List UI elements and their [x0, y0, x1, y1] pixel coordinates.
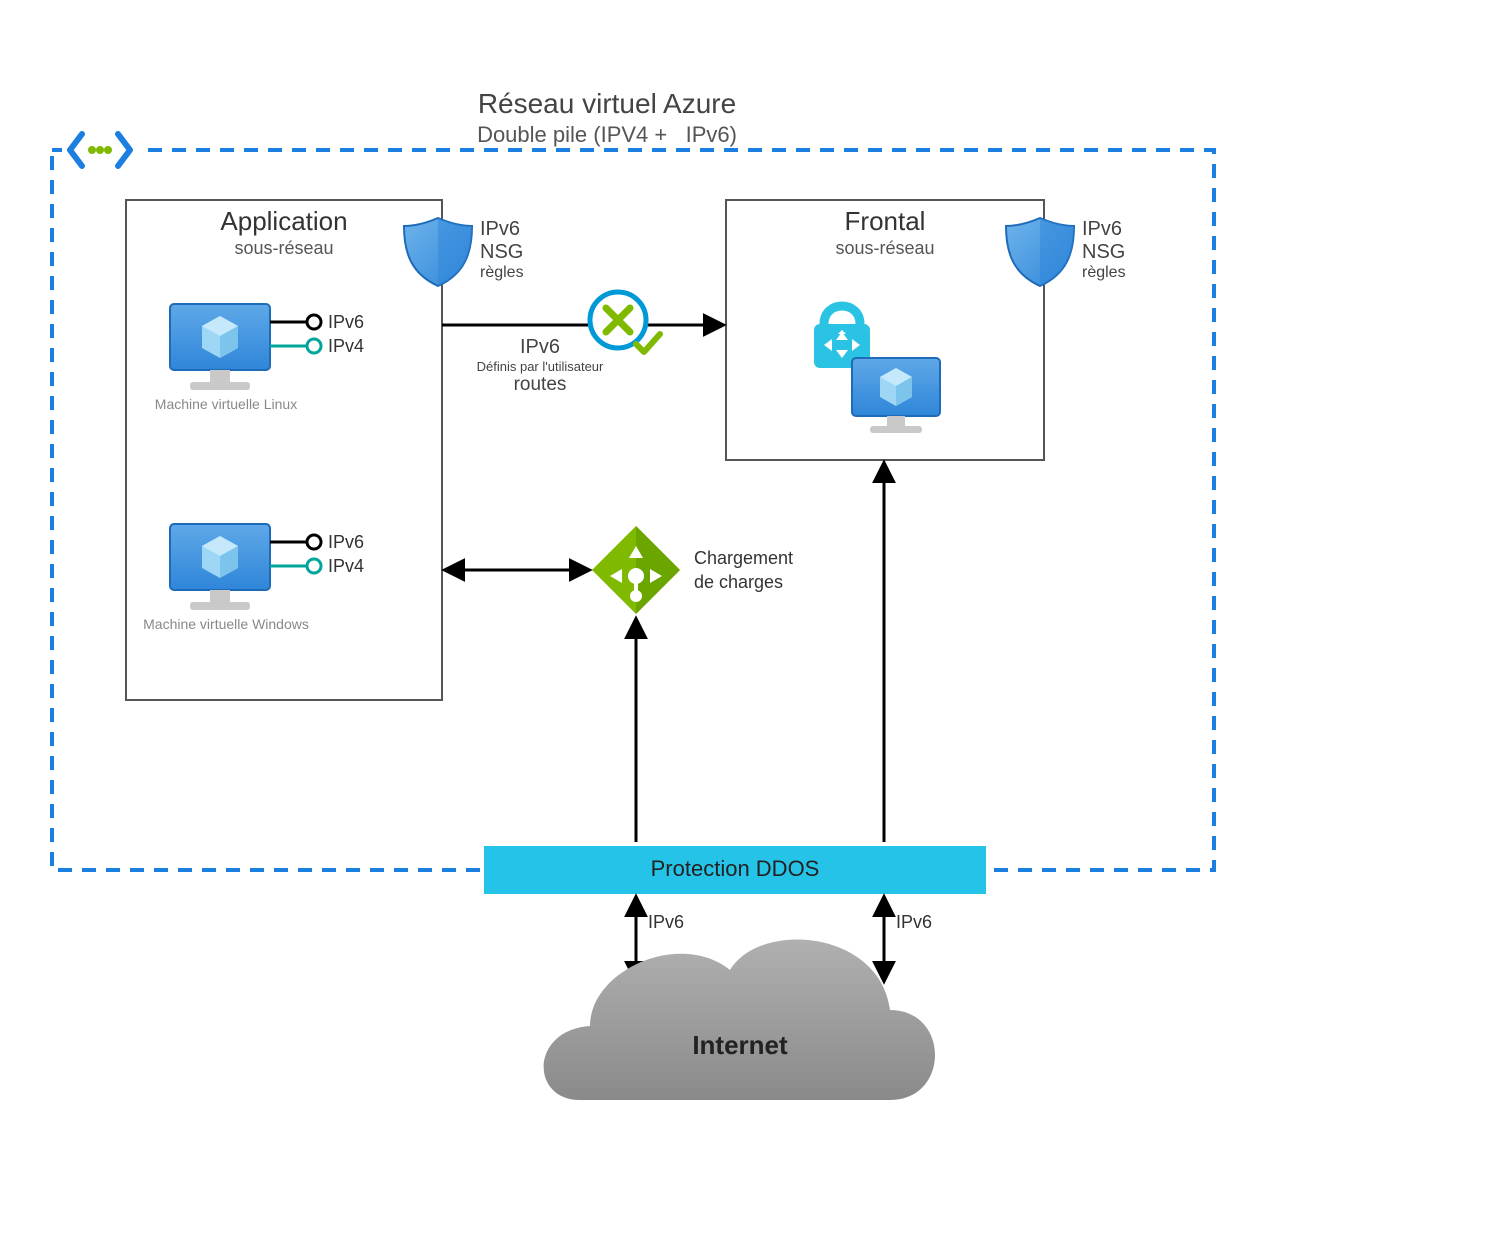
vm2-ipv4-label: IPv4: [328, 556, 364, 577]
vm1-ipv6-text: IPv6: [328, 312, 364, 332]
internet-label: Internet: [560, 1030, 920, 1061]
vnet-icon: [62, 130, 138, 170]
vm2-caption: Machine virtuelle Windows: [126, 616, 326, 632]
vm2-ipv6-label: IPv6: [328, 532, 364, 553]
app-subnet-title: Application: [126, 206, 442, 237]
udr-l2: Définis par l'utilisateur: [470, 359, 610, 374]
udr-labels: IPv6 Définis par l'utilisateur routes: [470, 336, 610, 396]
nsg-right-l3: règles: [1082, 264, 1126, 282]
ddos-label: Protection DDOS: [484, 856, 986, 882]
nsg-left-l3: règles: [480, 264, 524, 282]
frontal-subtitle-text: sous-réseau: [835, 238, 934, 258]
frontal-subtitle: sous-réseau: [726, 238, 1044, 259]
frontal-title: Frontal: [726, 206, 1044, 237]
vm1-caption-text: Machine virtuelle Linux: [155, 396, 297, 412]
internet-cloud-icon: [544, 939, 935, 1100]
nsg-left-l1: IPv6: [480, 218, 524, 241]
ddos-label-text: Protection DDOS: [651, 856, 820, 881]
cloud-arrow-left-label: IPv6: [648, 912, 684, 933]
vm-linux-icon: [170, 304, 321, 390]
lb-l1: Chargement: [694, 546, 793, 570]
vm2-ipv6-text: IPv6: [328, 532, 364, 552]
udr-l1: IPv6: [470, 336, 610, 359]
app-subnet-subtitle-text: sous-réseau: [234, 238, 333, 258]
cloud-arrow-right-text: IPv6: [896, 912, 932, 932]
internet-label-text: Internet: [692, 1030, 787, 1060]
udr-l3: routes: [470, 374, 610, 396]
vm1-ipv4-label: IPv4: [328, 336, 364, 357]
nsg-left-l2: NSG: [480, 241, 524, 264]
vm1-ipv4-text: IPv4: [328, 336, 364, 356]
nsg-right-l1: IPv6: [1082, 218, 1126, 241]
frontal-title-text: Frontal: [845, 206, 926, 236]
lb-l2: de charges: [694, 570, 793, 594]
app-subnet-subtitle: sous-réseau: [126, 238, 442, 259]
nsg-right-labels: IPv6 NSG règles: [1082, 218, 1126, 282]
vm1-caption: Machine virtuelle Linux: [126, 396, 326, 412]
nsg-right-l2: NSG: [1082, 241, 1126, 264]
lb-labels: Chargement de charges: [694, 546, 793, 595]
app-subnet-title-text: Application: [220, 206, 347, 236]
frontal-vm-icon: [852, 358, 940, 433]
vm2-ipv4-text: IPv4: [328, 556, 364, 576]
vm1-ipv6-label: IPv6: [328, 312, 364, 333]
cloud-arrow-left-text: IPv6: [648, 912, 684, 932]
load-balancer-icon: [592, 526, 680, 614]
cloud-arrow-right-label: IPv6: [896, 912, 932, 933]
vm-windows-icon: [170, 524, 321, 610]
vm2-caption-text: Machine virtuelle Windows: [143, 616, 309, 632]
nsg-left-labels: IPv6 NSG règles: [480, 218, 524, 282]
